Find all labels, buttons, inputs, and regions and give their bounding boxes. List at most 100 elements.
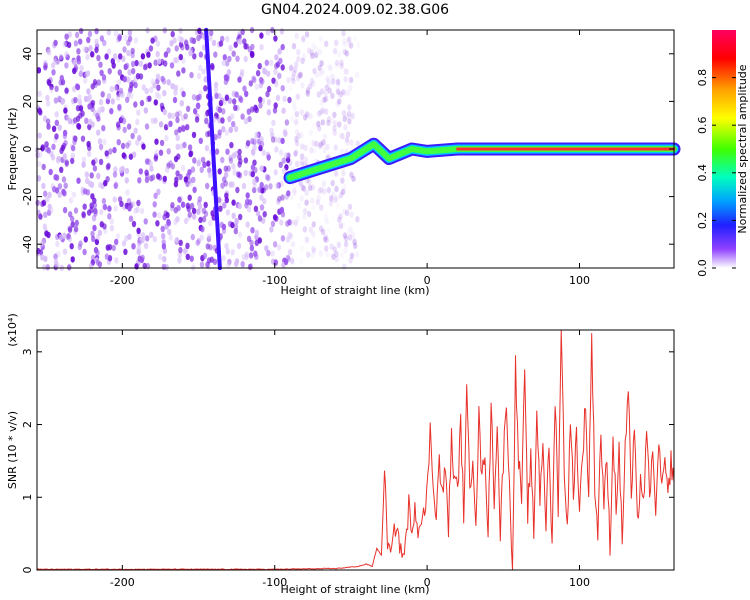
noise-speckle <box>238 38 243 45</box>
noise-speckle <box>322 96 327 104</box>
noise-speckle <box>172 96 178 104</box>
noise-speckle <box>62 41 67 48</box>
noise-speckle <box>312 67 317 75</box>
noise-speckle <box>338 91 344 98</box>
noise-speckle <box>57 191 62 198</box>
noise-speckle <box>300 82 305 89</box>
noise-speckle <box>163 124 169 131</box>
noise-speckle <box>310 252 315 259</box>
noise-speckle <box>230 113 235 120</box>
noise-speckle <box>248 252 254 259</box>
noise-speckle <box>336 241 342 248</box>
noise-speckle <box>243 117 249 125</box>
noise-speckle <box>147 62 152 69</box>
noise-speckle <box>328 64 333 72</box>
noise-speckle <box>289 64 294 71</box>
noise-speckle <box>331 78 336 85</box>
noise-speckle <box>57 124 62 131</box>
colorbar: 0.0 0.2 0.4 0.6 0.8 Normalized spectral ampl… <box>696 30 749 277</box>
noise-speckle <box>335 202 340 209</box>
noise-speckle <box>44 195 49 203</box>
noise-speckle <box>237 172 243 179</box>
noise-speckle <box>342 263 347 270</box>
noise-speckle <box>213 86 219 94</box>
noise-speckle <box>330 117 335 124</box>
noise-speckle <box>156 173 161 180</box>
noise-speckle <box>252 76 257 84</box>
noise-speckle <box>225 35 230 43</box>
noise-speckle <box>335 62 340 69</box>
noise-speckle <box>53 97 59 104</box>
noise-speckle <box>174 237 180 244</box>
noise-speckle <box>280 137 285 145</box>
noise-speckle <box>319 186 324 193</box>
noise-speckle <box>235 186 240 194</box>
noise-speckle <box>157 93 162 100</box>
noise-speckle <box>343 76 348 83</box>
noise-speckle <box>244 43 250 50</box>
noise-speckle <box>203 201 208 209</box>
noise-speckle <box>254 131 259 139</box>
noise-speckle <box>237 231 243 238</box>
noise-speckle <box>237 76 242 83</box>
noise-speckle <box>90 51 95 58</box>
noise-speckle <box>157 58 162 65</box>
noise-speckle <box>138 168 143 175</box>
noise-speckle <box>86 36 91 44</box>
noise-speckle <box>245 198 250 205</box>
noise-speckle <box>321 180 326 187</box>
noise-speckle <box>232 169 237 176</box>
noise-speckle <box>270 250 275 257</box>
noise-speckle <box>138 60 144 67</box>
noise-speckle <box>91 235 96 243</box>
noise-speckle <box>40 239 46 246</box>
noise-speckle <box>242 38 247 45</box>
noise-speckle <box>110 98 116 105</box>
noise-speckle <box>204 117 209 125</box>
noise-speckle <box>77 98 83 106</box>
noise-speckle <box>192 186 197 193</box>
noise-speckle <box>161 243 167 250</box>
noise-speckle <box>213 112 219 119</box>
noise-speckle <box>259 141 265 148</box>
noise-speckle <box>254 229 260 237</box>
noise-speckle <box>283 152 288 159</box>
noise-speckle <box>305 89 311 96</box>
noise-speckle <box>59 74 64 82</box>
noise-speckle <box>213 51 218 58</box>
snr-axes: -200 -100 0 100 0 1 2 3 <box>21 330 674 589</box>
noise-speckle <box>175 116 180 124</box>
noise-speckle <box>338 222 344 229</box>
noise-speckle <box>185 202 191 209</box>
noise-speckle <box>141 143 146 150</box>
noise-speckle <box>350 231 356 238</box>
spectrogram-content <box>35 26 681 271</box>
noise-speckle <box>108 148 113 155</box>
noise-speckle <box>104 253 110 260</box>
spectrogram-x-label: Height of straight line (km) <box>280 284 429 297</box>
noise-speckle <box>257 186 262 193</box>
noise-speckle <box>121 152 127 159</box>
noise-speckle <box>293 66 298 73</box>
noise-speckle <box>292 189 297 196</box>
noise-speckle <box>177 110 182 117</box>
noise-speckle <box>348 76 354 83</box>
noise-speckle <box>295 93 300 100</box>
noise-speckle <box>233 125 239 133</box>
noise-speckle <box>81 161 86 168</box>
noise-speckle <box>158 253 163 261</box>
noise-speckle <box>311 221 316 228</box>
noise-speckle <box>58 234 63 241</box>
snr-y-tick-label: 1 <box>21 494 34 501</box>
noise-speckle <box>351 237 356 244</box>
noise-speckle <box>254 253 259 260</box>
noise-speckle <box>237 95 243 102</box>
noise-speckle <box>149 231 154 239</box>
noise-speckle <box>70 152 76 160</box>
noise-speckle <box>276 198 281 205</box>
noise-speckle <box>120 142 126 150</box>
noise-speckle <box>170 202 175 209</box>
noise-speckle <box>308 83 313 90</box>
noise-speckle <box>284 119 290 126</box>
noise-speckle <box>81 156 87 163</box>
